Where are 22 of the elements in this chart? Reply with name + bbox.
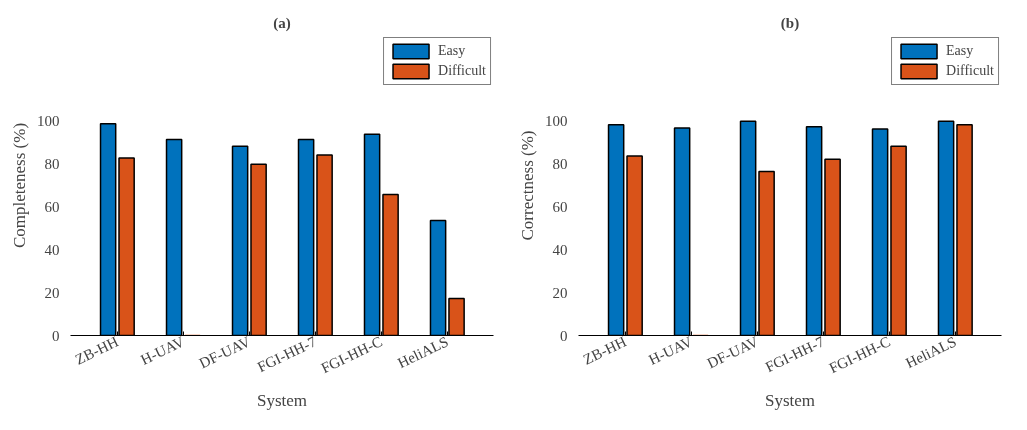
legend-label: Easy <box>438 43 466 59</box>
legend-label: Easy <box>946 43 974 59</box>
y-tick-label: 0 <box>52 327 60 344</box>
y-tick-label: 40 <box>552 241 568 258</box>
y-tick-label: 0 <box>560 327 568 344</box>
y-tick-label: 60 <box>44 198 60 215</box>
x-axis-title: System <box>764 391 816 411</box>
legend-label: Difficult <box>438 63 486 79</box>
y-tick-label: 80 <box>44 156 60 173</box>
y-tick-label: 100 <box>545 113 568 130</box>
legend-label: Difficult <box>946 63 994 79</box>
y-tick-label: 80 <box>552 156 568 173</box>
y-tick-label: 20 <box>552 284 568 301</box>
y-axis-title: Completeness (%) <box>10 122 29 249</box>
y-tick-label: 20 <box>44 284 60 301</box>
y-tick-label: 100 <box>37 113 60 130</box>
y-tick-label: 60 <box>552 198 568 215</box>
y-tick-label: 40 <box>44 241 60 258</box>
chart-title: (a) <box>273 14 291 32</box>
y-axis-title: Correctness (%) <box>518 130 537 241</box>
chart-title: (b) <box>780 14 800 32</box>
x-axis-title: System <box>256 391 308 411</box>
